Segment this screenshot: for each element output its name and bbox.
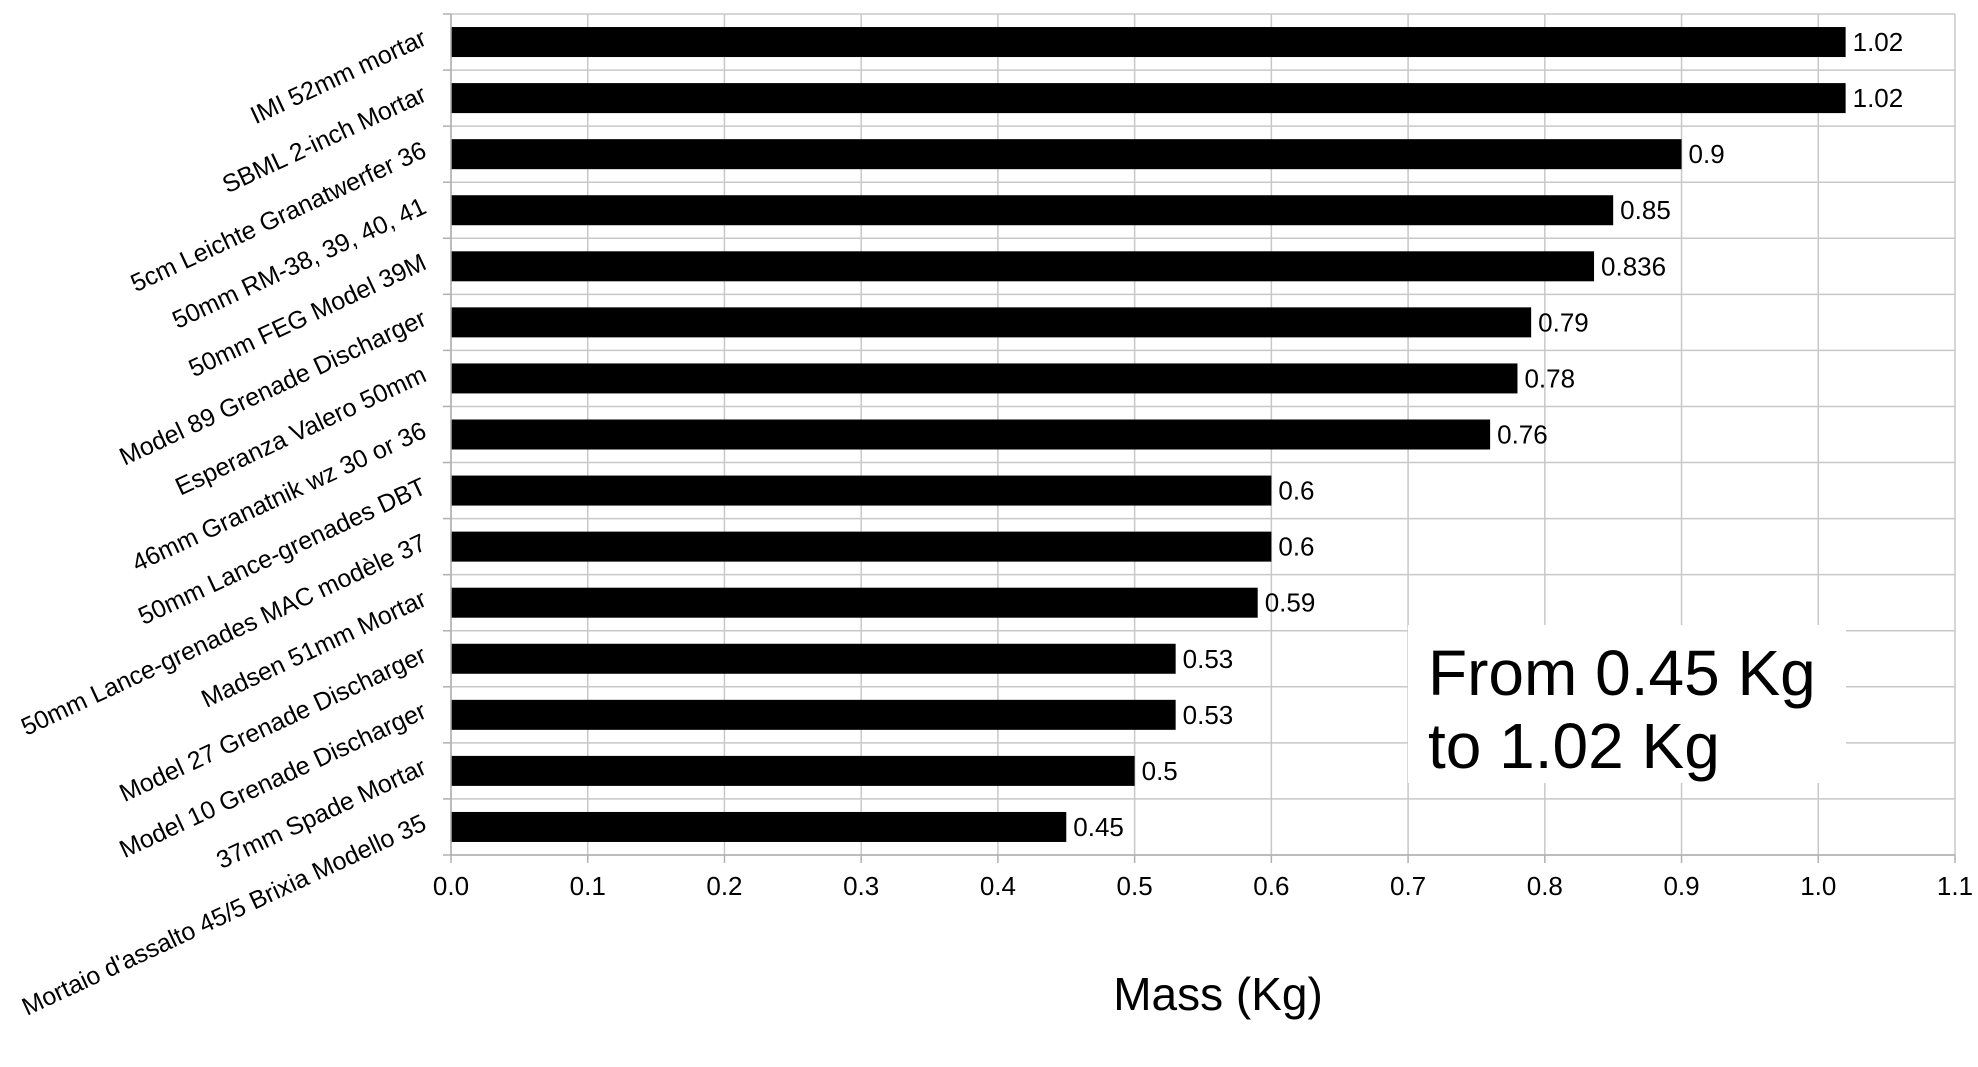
bar — [451, 531, 1272, 562]
data-label: 0.6 — [1278, 476, 1314, 506]
data-label: 0.79 — [1538, 307, 1589, 337]
data-label: 0.9 — [1689, 139, 1725, 169]
category-label: Mortaio d'assalto 45/5 Brixia Modello 35 — [18, 809, 431, 1021]
bar — [451, 195, 1614, 226]
bar — [451, 251, 1595, 282]
axes — [443, 13, 1955, 856]
bars: 1.02 1.02 0.9 0.85 0.836 0.79 0.78 0.76 0.6 0.6 0.… — [451, 27, 1903, 842]
data-label: 0.45 — [1073, 812, 1124, 842]
data-label: 0.59 — [1265, 588, 1316, 618]
data-label: 0.78 — [1524, 363, 1575, 393]
bar — [451, 83, 1846, 114]
bar — [451, 587, 1258, 618]
data-label: 0.5 — [1142, 756, 1178, 786]
bar — [451, 307, 1532, 338]
bar — [451, 363, 1518, 394]
data-label: 0.53 — [1183, 700, 1234, 730]
bar — [451, 139, 1682, 170]
x-axis-title: Mass (Kg) — [1113, 968, 1323, 1020]
x-tick-label: 0.9 — [1663, 871, 1699, 901]
data-label: 1.02 — [1853, 83, 1904, 113]
bar — [451, 27, 1846, 58]
data-label: 1.02 — [1853, 27, 1904, 57]
bar — [451, 699, 1176, 730]
bar — [451, 643, 1176, 674]
annotation-line-2: to 1.02 Kg — [1428, 710, 1720, 782]
bar — [451, 419, 1491, 450]
x-tick-label: 0.8 — [1527, 871, 1563, 901]
data-label: 0.76 — [1497, 420, 1548, 450]
annotation-box: From 0.45 Kg to 1.02 Kg — [1408, 625, 1846, 783]
data-label: 0.85 — [1620, 195, 1671, 225]
x-tick-label: 1.1 — [1937, 871, 1973, 901]
bar — [451, 811, 1067, 842]
x-tick-label: 0.4 — [980, 871, 1016, 901]
bar — [451, 475, 1272, 506]
data-label: 0.6 — [1278, 532, 1314, 562]
x-tick-label: 0.0 — [433, 871, 469, 901]
bar — [451, 755, 1135, 786]
x-tick-label: 0.1 — [570, 871, 606, 901]
x-tick-label: 0.6 — [1253, 871, 1289, 901]
x-tick-label: 0.2 — [706, 871, 742, 901]
data-label: 0.53 — [1183, 644, 1234, 674]
x-tick-label: 0.3 — [843, 871, 879, 901]
annotation-background — [1408, 625, 1846, 783]
x-tick-label: 0.5 — [1117, 871, 1153, 901]
data-label: 0.836 — [1601, 251, 1666, 281]
x-tick-label: 0.7 — [1390, 871, 1426, 901]
x-tick-labels: 0.0 0.1 0.2 0.3 0.4 0.5 0.6 0.7 0.8 0.9 1.0 1.1 — [433, 855, 1973, 901]
x-tick-label: 1.0 — [1800, 871, 1836, 901]
annotation-line-1: From 0.45 Kg — [1428, 637, 1816, 709]
